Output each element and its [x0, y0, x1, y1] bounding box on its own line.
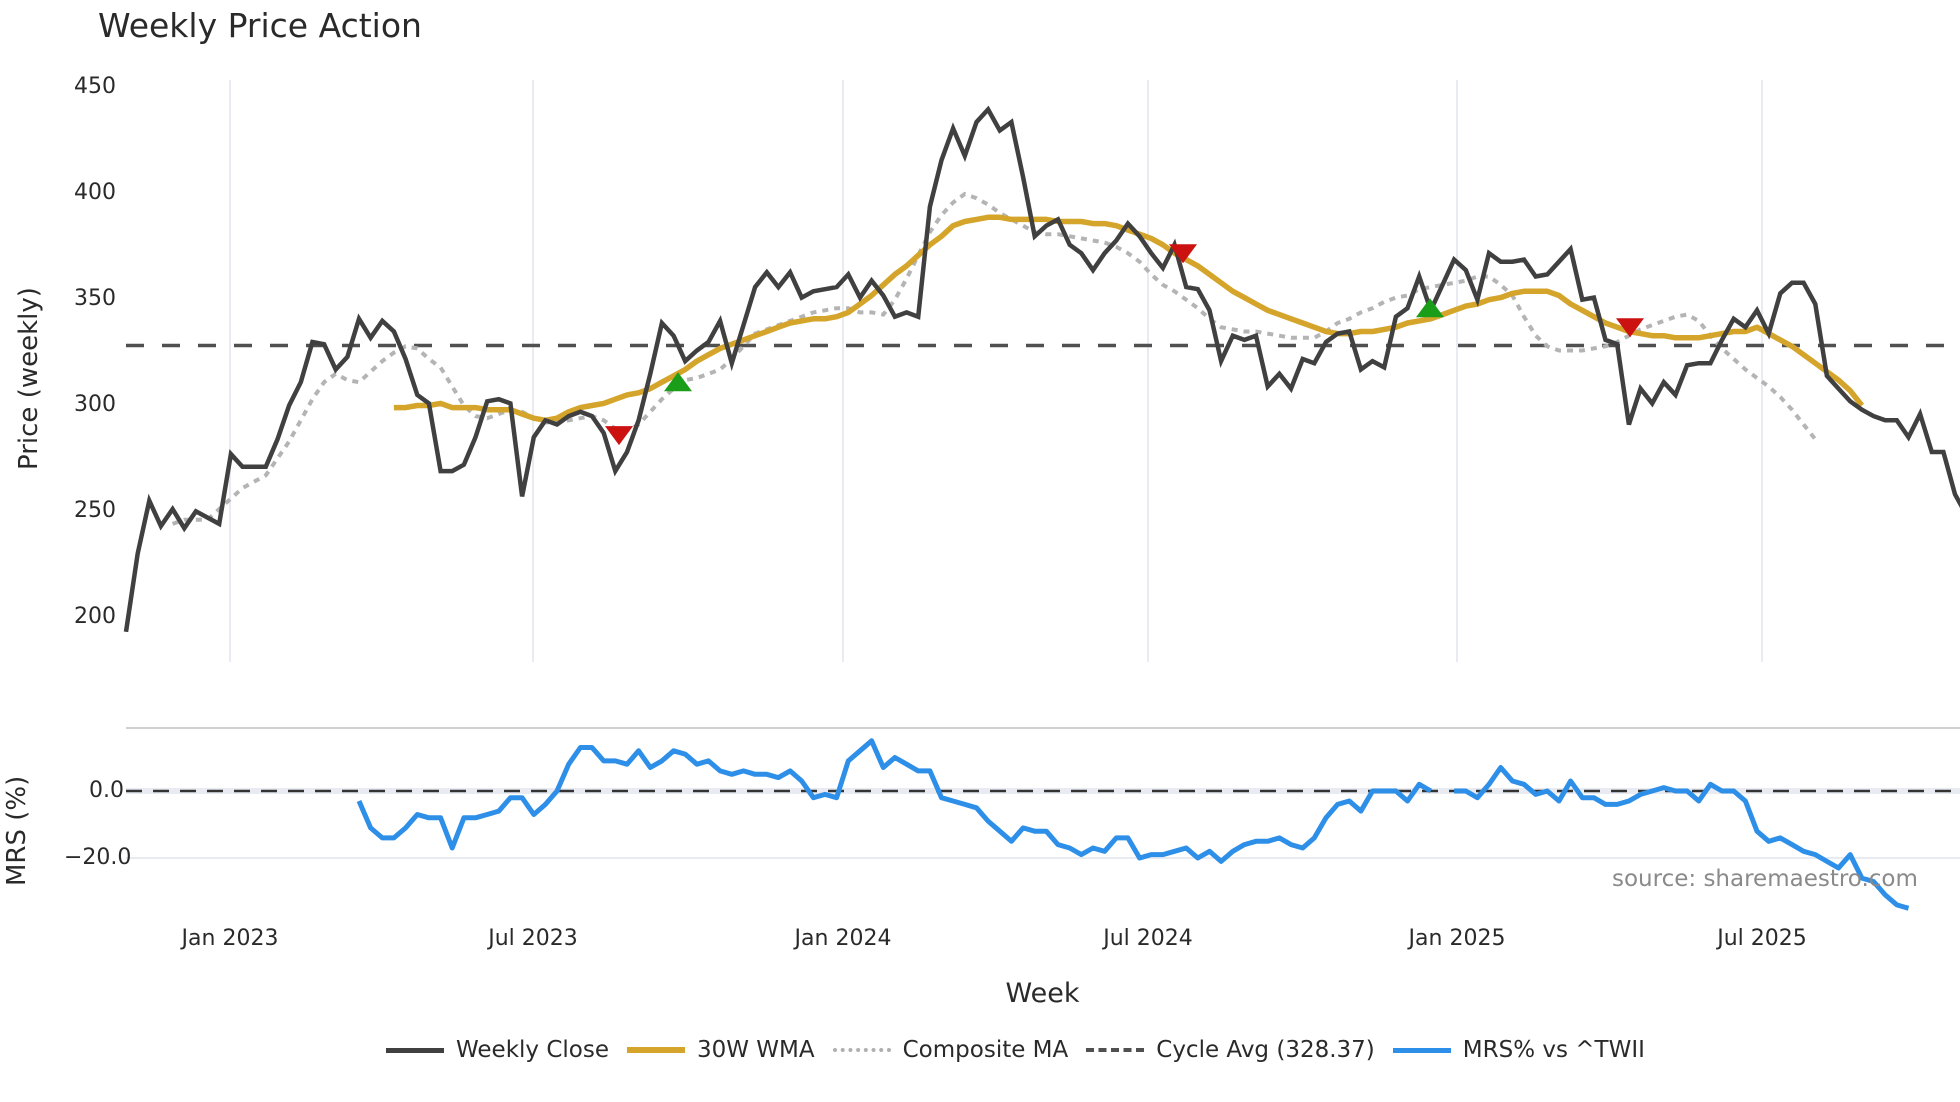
sell-signal-triangle-down-icon [605, 426, 633, 446]
solid-line-swatch-icon [386, 1047, 444, 1053]
x-tick-jan-2023: Jan 2023 [181, 926, 279, 951]
buy-signal-triangle-up-icon [664, 372, 692, 392]
dashed-line-swatch-icon [1086, 1048, 1145, 1052]
price-tick-250: 250 [74, 498, 116, 523]
legend-label: Weekly Close [456, 1037, 609, 1063]
x-axis-label: Week [1005, 978, 1080, 1009]
x-tick-jul-2025: Jul 2025 [1717, 926, 1807, 951]
legend-label: Cycle Avg (328.37) [1156, 1037, 1375, 1063]
legend: Weekly Close 30W WMA Composite MA Cycle … [386, 1037, 1663, 1063]
price-axis-label: Price (weekly) [14, 287, 44, 470]
legend-item-composite-ma[interactable]: Composite MA [832, 1037, 1069, 1063]
chart-title: Weekly Price Action [98, 6, 422, 45]
wma-30w-line [393, 214, 1865, 424]
price-tick-350: 350 [74, 286, 116, 311]
price-tick-200: 200 [74, 604, 116, 629]
price-tick-400: 400 [74, 180, 116, 205]
mrs-line [356, 738, 1910, 911]
x-tick-jan-2025: Jan 2025 [1408, 926, 1506, 951]
legend-item-mrs[interactable]: MRS% vs ^TWII [1392, 1037, 1645, 1063]
source-credit: source: sharemaestro.com [1612, 866, 1918, 892]
mrs-tick-minus20: −20.0 [64, 845, 132, 870]
mrs-axis-label: MRS (%) [2, 775, 32, 886]
x-tick-jul-2023: Jul 2023 [488, 926, 578, 951]
gold-line-swatch-icon [626, 1047, 685, 1053]
legend-item-weekly-close[interactable]: Weekly Close [386, 1037, 609, 1063]
buy-signal-triangle-up-icon [1416, 298, 1444, 318]
blue-line-swatch-icon [1392, 1047, 1451, 1053]
legend-label: Composite MA [902, 1037, 1069, 1063]
mrs-tick-0: 0.0 [89, 778, 124, 803]
legend-label: 30W WMA [696, 1037, 815, 1063]
legend-item-30w-wma[interactable]: 30W WMA [626, 1037, 815, 1063]
weekly-close-line [123, 105, 1960, 633]
x-tick-jul-2024: Jul 2024 [1103, 926, 1193, 951]
sell-signal-triangle-down-icon [1616, 318, 1644, 338]
dotted-line-swatch-icon [832, 1048, 891, 1052]
legend-label: MRS% vs ^TWII [1462, 1037, 1645, 1063]
price-tick-300: 300 [74, 392, 116, 417]
composite-ma-line [171, 191, 1817, 526]
x-tick-jan-2024: Jan 2024 [794, 926, 892, 951]
price-tick-450: 450 [74, 74, 116, 99]
sell-signal-triangle-down-icon [1169, 244, 1197, 264]
legend-item-cycle-avg[interactable]: Cycle Avg (328.37) [1086, 1037, 1375, 1063]
